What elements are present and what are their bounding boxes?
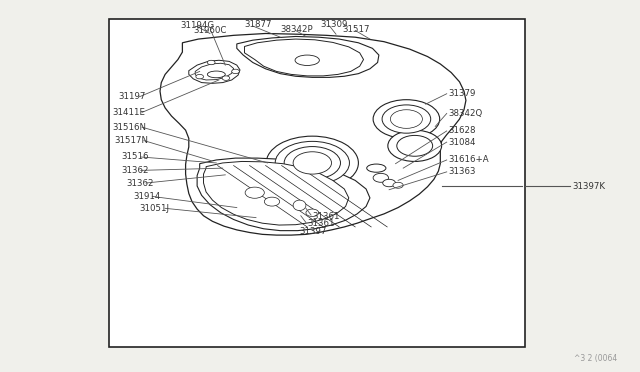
Text: 31397: 31397	[300, 227, 327, 236]
Circle shape	[264, 197, 280, 206]
Text: 31914: 31914	[133, 192, 161, 201]
Text: 38342P: 38342P	[280, 25, 313, 33]
Text: 31194G: 31194G	[180, 21, 214, 30]
Text: 31361: 31361	[312, 212, 340, 221]
Text: 31084: 31084	[448, 138, 476, 147]
Text: 31516: 31516	[122, 153, 149, 161]
Circle shape	[382, 105, 431, 133]
Text: 31197: 31197	[118, 92, 146, 101]
Polygon shape	[197, 158, 370, 231]
Circle shape	[388, 130, 442, 161]
Text: 31362: 31362	[127, 179, 154, 187]
Circle shape	[196, 74, 204, 79]
Ellipse shape	[207, 71, 225, 78]
Circle shape	[373, 100, 440, 138]
Circle shape	[390, 110, 422, 128]
Text: 31960C: 31960C	[193, 26, 227, 35]
Text: 31517N: 31517N	[114, 136, 148, 145]
Text: 31362: 31362	[122, 166, 149, 175]
Polygon shape	[195, 63, 234, 80]
Ellipse shape	[295, 55, 319, 65]
Text: 31616+A: 31616+A	[448, 155, 488, 164]
Circle shape	[207, 60, 215, 65]
Polygon shape	[237, 36, 379, 77]
Circle shape	[266, 136, 358, 190]
Polygon shape	[204, 161, 349, 225]
Text: 31397K: 31397K	[573, 182, 606, 190]
Circle shape	[306, 209, 319, 217]
Text: 31517: 31517	[342, 25, 370, 34]
Ellipse shape	[293, 200, 306, 211]
Text: 31628: 31628	[448, 126, 476, 135]
Polygon shape	[160, 33, 466, 235]
Circle shape	[373, 173, 388, 182]
Circle shape	[383, 179, 396, 187]
Text: 31361: 31361	[307, 219, 335, 228]
Circle shape	[222, 76, 230, 80]
Circle shape	[397, 135, 433, 156]
Text: 31379: 31379	[448, 89, 476, 98]
Polygon shape	[189, 60, 240, 83]
Text: 31363: 31363	[448, 167, 476, 176]
Ellipse shape	[367, 164, 386, 172]
Polygon shape	[244, 39, 364, 76]
Bar	[109, 19, 525, 347]
Text: 31877: 31877	[244, 20, 272, 29]
Text: 31411E: 31411E	[112, 108, 145, 117]
Circle shape	[393, 182, 403, 188]
Circle shape	[284, 147, 340, 179]
Circle shape	[275, 141, 349, 185]
Text: 31051J: 31051J	[140, 204, 170, 213]
Circle shape	[232, 69, 239, 74]
Text: 31309: 31309	[320, 20, 348, 29]
Circle shape	[245, 187, 264, 198]
Text: ^3 2 (0064: ^3 2 (0064	[574, 354, 618, 363]
Circle shape	[293, 152, 332, 174]
Text: 38342Q: 38342Q	[448, 109, 483, 118]
Text: 31516N: 31516N	[112, 123, 146, 132]
